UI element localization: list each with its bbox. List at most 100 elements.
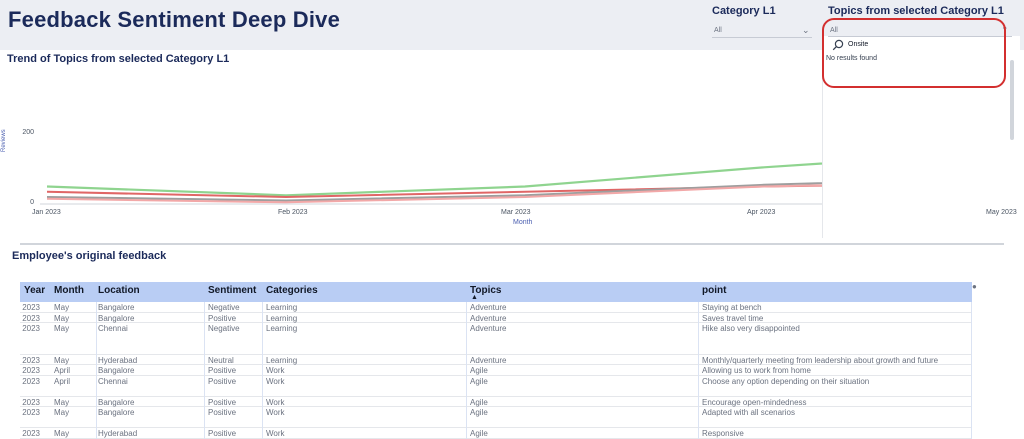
- table-header-row: Year Month Location Sentiment Categories…: [20, 282, 972, 302]
- cell-month: May: [54, 303, 70, 312]
- topics-slicer-title: Topics from selected Category L1: [828, 5, 1004, 17]
- chevron-down-icon[interactable]: ⌄: [802, 25, 810, 35]
- cell-sentiment: Negative: [208, 324, 240, 333]
- series-line-1: [46, 162, 822, 197]
- cell-location: Bangalore: [98, 408, 135, 417]
- trend-line-chart: [40, 162, 822, 205]
- cell-year: 2023: [22, 397, 40, 407]
- cell-sentiment: Positive: [208, 408, 237, 417]
- table-row[interactable]: 2023 May Chennai Negative Learning Adventure H…: [20, 323, 972, 355]
- cell-location: Bangalore: [98, 303, 135, 312]
- cell-sentiment: Neutral: [208, 355, 234, 365]
- x-tick-label: Apr 2023: [747, 209, 776, 216]
- column-separator: [971, 302, 972, 439]
- table-row[interactable]: 2023 May Bangalore Positive Learning Adventur…: [20, 313, 972, 323]
- x-tick-label: Jan 2023: [32, 209, 61, 216]
- cell-categories: Work: [266, 408, 285, 417]
- category-slicer-title: Category L1: [712, 5, 776, 17]
- cell-point: Allowing us to work from home: [702, 366, 811, 375]
- cell-categories: Learning: [266, 313, 298, 323]
- col-header-location[interactable]: Location: [98, 285, 140, 296]
- cell-location: Hyderabad: [98, 429, 138, 438]
- cell-location: Bangalore: [98, 366, 135, 375]
- topics-slicer-value[interactable]: All: [830, 27, 838, 34]
- topics-search-input[interactable]: Onsite: [848, 41, 869, 48]
- cell-month: April: [54, 366, 71, 375]
- cell-categories: Work: [266, 429, 285, 438]
- cell-sentiment: Positive: [208, 397, 237, 407]
- cell-sentiment: Positive: [208, 376, 237, 386]
- cell-topics: Adventure: [470, 324, 507, 333]
- cell-topics: Agile: [470, 397, 488, 407]
- col-header-year[interactable]: Year: [24, 285, 46, 296]
- dropdown-scrollbar[interactable]: [1010, 60, 1014, 140]
- cell-year: 2023: [22, 324, 40, 333]
- cell-topics: Agile: [470, 429, 488, 438]
- cell-topics: Agile: [470, 366, 488, 375]
- col-header-month[interactable]: Month: [54, 285, 84, 296]
- cell-year: 2023: [22, 429, 40, 438]
- cell-point: Choose any option depending on their sit…: [702, 376, 870, 386]
- more-options-icon[interactable]: ●: [972, 282, 977, 291]
- cell-topics: Agile: [470, 376, 488, 386]
- sort-ascending-icon[interactable]: ▲: [471, 294, 478, 301]
- col-header-point[interactable]: point: [702, 285, 727, 296]
- col-header-categories[interactable]: Categories: [266, 285, 318, 296]
- cell-year: 2023: [22, 376, 40, 386]
- table-row[interactable]: 2023 April Chennai Positive Work Agile Choose …: [20, 376, 972, 397]
- cell-sentiment: Negative: [208, 303, 240, 312]
- cell-point: Encourage open-mindedness: [702, 397, 807, 407]
- cell-point: Staying at bench: [702, 303, 762, 312]
- cell-point: Monthly/quarterly meeting from leadershi…: [702, 355, 939, 365]
- table-row[interactable]: 2023 May Bangalore Negative Learning Adventur…: [20, 302, 972, 313]
- cell-month: May: [54, 429, 70, 438]
- cell-categories: Work: [266, 397, 285, 407]
- cell-year: 2023: [22, 366, 40, 375]
- cell-month: May: [54, 324, 70, 333]
- cell-sentiment: Positive: [208, 313, 237, 323]
- column-separator: [96, 302, 97, 439]
- cell-point: Saves travel time: [702, 313, 764, 323]
- topics-search-row[interactable]: [830, 38, 1012, 52]
- cell-month: May: [54, 397, 70, 407]
- cell-point: Responsive: [702, 429, 744, 438]
- y-tick-label: 200: [22, 129, 34, 136]
- cell-sentiment: Positive: [208, 429, 237, 438]
- cell-location: Bangalore: [98, 313, 135, 323]
- cell-sentiment: Positive: [208, 366, 237, 375]
- cell-categories: Learning: [266, 303, 298, 312]
- section-divider: [20, 243, 1004, 245]
- page-title: Feedback Sentiment Deep Dive: [8, 7, 341, 32]
- highlight-ring: [822, 18, 1006, 88]
- cell-topics: Agile: [470, 408, 488, 417]
- table-row[interactable]: 2023 May Bangalore Positive Work Agile Encoura…: [20, 397, 972, 407]
- table-row[interactable]: 2023 May Bangalore Positive Work Agile Adapted…: [20, 407, 972, 428]
- x-tick-label: Feb 2023: [278, 209, 308, 216]
- category-slicer-value[interactable]: All: [714, 27, 722, 34]
- table-row[interactable]: 2023 April Bangalore Positive Work Agile Allow…: [20, 365, 972, 376]
- cell-location: Chennai: [98, 376, 128, 386]
- chart-title: Trend of Topics from selected Category L…: [7, 53, 230, 65]
- column-separator: [466, 302, 467, 439]
- cell-categories: Learning: [266, 324, 298, 333]
- cell-month: May: [54, 313, 70, 323]
- column-separator: [262, 302, 263, 439]
- cell-topics: Adventure: [470, 313, 507, 323]
- category-slicer-underline: [712, 37, 812, 38]
- cell-year: 2023: [22, 355, 40, 365]
- cell-year: 2023: [22, 408, 40, 417]
- table-row[interactable]: 2023 May Hyderabad Positive Work Agile Respons…: [20, 428, 972, 439]
- col-header-topics[interactable]: Topics: [470, 285, 502, 296]
- table-row[interactable]: 2023 May Hyderabad Neutral Learning Adventure…: [20, 355, 972, 365]
- series-line-2: [46, 184, 822, 198]
- cell-month: May: [54, 355, 70, 365]
- x-tick-label: May 2023: [986, 209, 1017, 216]
- search-icon: [832, 39, 844, 51]
- column-separator: [204, 302, 205, 439]
- cell-location: Bangalore: [98, 397, 135, 407]
- cell-month: April: [54, 376, 71, 386]
- feedback-table: Year Month Location Sentiment Categories…: [20, 282, 972, 439]
- cell-point: Hike also very disappointed: [702, 324, 800, 333]
- cell-location: Chennai: [98, 324, 128, 333]
- col-header-sentiment[interactable]: Sentiment: [208, 285, 257, 296]
